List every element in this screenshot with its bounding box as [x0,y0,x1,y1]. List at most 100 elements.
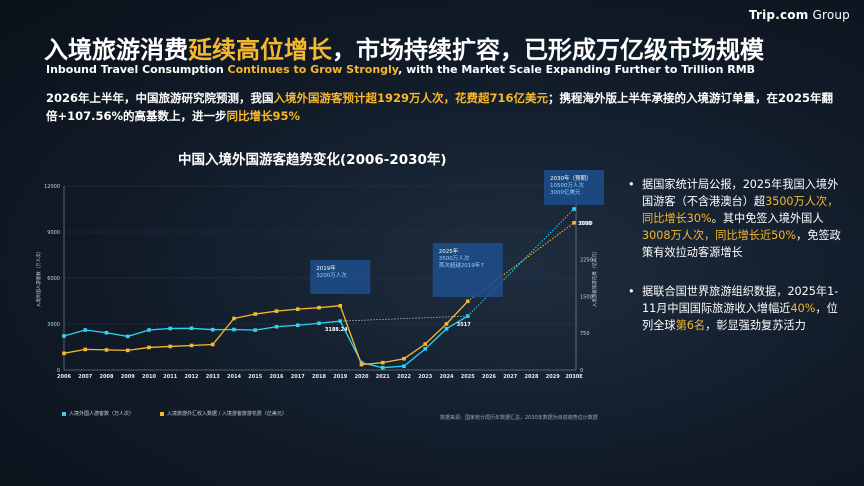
data-point [210,342,215,347]
data-point [147,328,151,332]
y-right-tick-label: 750 [580,331,590,337]
bullet-dot: • [628,178,635,191]
x-tick-label: 2020 [355,374,369,380]
legend-item-visitors: 入境外国人游客数（万人次） [62,410,134,417]
series-line-spending [63,300,469,366]
data-point [380,360,385,365]
x-tick-label: 2029 [546,374,560,380]
x-tick-label: 2013 [206,374,220,380]
data-point [62,334,66,338]
callout-text: 3500万人次 [439,254,470,262]
y-left-tick-label: 3000 [47,322,60,328]
data-point [423,347,428,351]
data-point [295,307,300,311]
x-tick-label: 2019 [333,374,347,380]
x-tick-label: 2008 [100,374,114,380]
data-point [83,347,88,352]
x-tick-label: 2011 [163,374,177,380]
x-tick-label: 2021 [376,374,390,380]
data-point [274,324,279,329]
trend-chart: 0 3000 6000 9000 12000 0 750 1500 2250 3000 2006 20… [35,170,604,380]
data-point [295,323,300,328]
data-point [423,342,428,346]
callout-text: 2025年 [439,247,459,255]
y-right-tick-label: 1500 [580,294,593,300]
point-label: 3000 [578,221,592,227]
y-left-axis-title: 入境外国人游客数（万人次） [35,249,42,308]
data-point [168,344,173,349]
x-tick-label: 2028 [525,374,539,380]
point-label: 3188.24 [325,327,348,333]
page-title: 入境旅游消费延续高位增长，市场持续扩容，已形成万亿级市场规模 [44,36,764,64]
data-point [104,348,109,352]
x-tick-label: 2010 [142,374,156,380]
x-tick-label: 2012 [185,374,199,380]
x-tick-label: 2016 [270,374,284,380]
callout-text: 3000亿美元 [550,188,581,196]
data-point [402,364,406,368]
chart-legend: 入境外国人游客数（万人次） 入境旅游外汇收入数据 / 入境游客旅游花费（亿美元） [62,410,287,417]
y-right-tick-label: 0 [580,368,583,374]
callout-text: 10500万人次 [550,181,584,189]
data-point [380,365,385,370]
y-right-tick-label: 2250 [580,258,593,264]
x-tick-label: 2027 [503,374,517,380]
data-point [83,328,88,332]
y-left-tick-label: 9000 [47,230,60,236]
y-right-axis-title: 入境游客旅游花费（亿美元） [591,249,598,308]
legend-swatch-cyan [62,411,66,416]
callout-box [432,243,503,297]
data-point-projected [572,221,576,225]
intro-paragraph: 2026年上半年，中国旅游研究院预测，我国入境外国游客预计超1929万人次，花费… [46,91,834,123]
data-point [359,360,364,365]
x-tick-label: 2023 [418,374,432,380]
series-line-visitors [63,315,469,369]
legend-item-spending: 入境旅游外汇收入数据 / 入境游客旅游花费（亿美元） [160,410,287,417]
y-right-tick-label: 3000 [580,221,593,227]
data-source-note: 数据来源：国家统计局历年数据汇总，2030年数据为目前趋势估计数据 [440,415,598,421]
data-point [402,356,406,361]
data-point [338,319,343,323]
data-point [168,326,173,331]
y-left-tick-label: 0 [57,368,60,374]
data-point [104,330,109,335]
x-tick-label: 2006 [57,374,71,380]
x-tick-label: 2018 [312,374,326,380]
chart-title: 中国入境外国游客趋势变化(2006-2030年) [178,152,447,168]
data-point [62,351,66,356]
data-point [317,321,321,326]
point-label: 3517 [457,322,471,328]
data-point [253,328,258,332]
data-point [253,312,258,316]
callout-box [544,170,604,205]
data-point [359,362,364,367]
data-point [232,327,236,332]
y-left-tick-label: 12000 [44,184,60,190]
page-subtitle: Inbound Travel Consumption Continues to … [46,63,756,76]
data-point [189,343,194,348]
callout-text: 首次超越2019年↑ [439,261,485,269]
data-point [444,322,449,326]
data-point [465,314,470,318]
data-point-projected [572,207,576,211]
comparison-line-2019-2025 [340,315,468,322]
data-point [147,345,151,350]
x-tick-label: 2022 [397,374,411,380]
projection-line-visitors [467,208,575,317]
x-tick-label: 2009 [121,374,135,380]
data-point [125,334,130,339]
bullet-item-2: • 据联合国世界旅游组织数据，2025年1-11月中国国际旅游收入增幅近40%，位… [628,285,839,332]
data-point [465,299,470,304]
data-point [210,327,215,332]
data-point [125,348,130,353]
x-tick-label: 2026 [482,374,496,380]
x-tick-label: 2024 [440,374,454,380]
data-point [338,303,343,308]
data-point [232,316,236,321]
legend-swatch-orange [160,411,165,416]
x-tick-label: 2025 [461,374,475,380]
x-tick-label: 2030E [565,374,583,380]
brand-logo: Trip.com Group [748,8,850,22]
data-point [317,305,321,310]
bullet-item-1: • 据国家统计局公报，2025年我国入境外国游客（不含港澳台）超3500万人次，同… [628,178,841,259]
